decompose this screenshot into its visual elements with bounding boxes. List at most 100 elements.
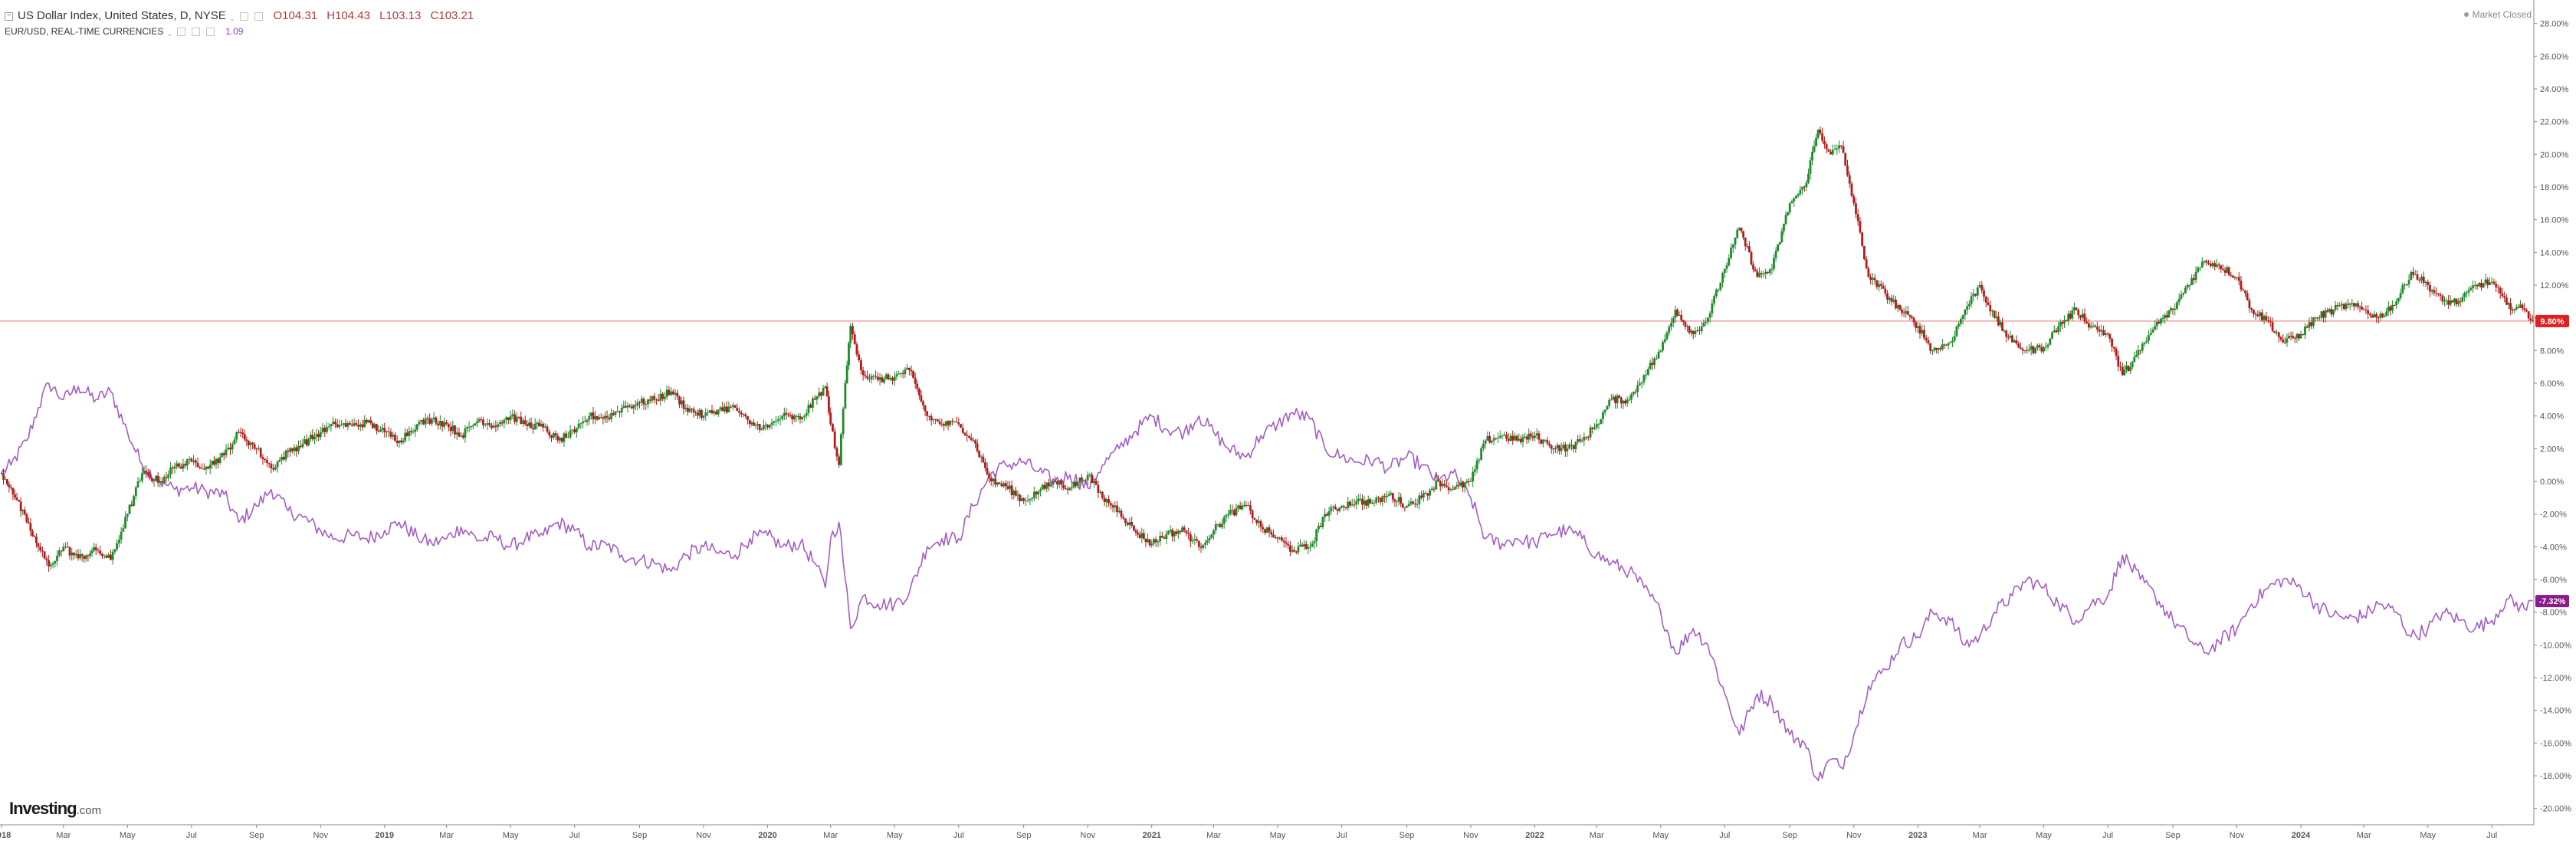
candle-body [876,376,879,380]
candle-body [1147,539,1149,543]
candle-body [1951,340,1954,343]
compare-series-title[interactable]: EUR/USD, REAL-TIME CURRENCIES [5,26,164,37]
candle-body [514,414,516,422]
candle-body [2269,320,2272,323]
candle-body [536,422,539,424]
candle-body [974,440,976,444]
candle-body [27,522,30,524]
candle-body [1031,497,1034,500]
candle-body [2420,276,2423,281]
candle-body [73,552,75,556]
candle-body [864,375,867,376]
candle-body [900,373,902,374]
candle-body [1225,515,1228,517]
candle-body [2075,307,2078,310]
candle-body [2094,325,2097,327]
y-tick-label: 22.00% [2540,118,2569,127]
candle-body [1662,342,1664,351]
candle-body [1138,534,1141,538]
candle-body [1993,310,1996,318]
candle-body [598,417,601,420]
candle-body [2326,310,2329,312]
candle-body [1578,439,1581,442]
candle-body [1902,313,1905,314]
close-box-icon[interactable] [206,27,215,36]
candle-body [290,448,294,451]
y-tick-label: 16.00% [2540,216,2569,225]
candle-body [1361,498,1363,505]
candle-body [1537,433,1541,440]
candle-body [2005,330,2008,337]
candle-body [2106,333,2109,334]
candle-body [1859,221,1862,233]
candle-body [2030,346,2033,350]
candle-body [922,401,924,405]
candle-body [1723,268,1726,274]
candle-body [2009,335,2012,338]
chevron-down-icon[interactable]: ‸ [230,11,234,21]
hide-box-icon[interactable] [192,27,201,36]
chevron-down-icon[interactable]: ‸ [168,27,172,36]
candle-body [1375,497,1378,503]
candle-body [775,421,777,422]
candle-body [2453,298,2456,303]
candle-body [1406,506,1408,508]
candle-body [1268,527,1271,532]
candle-body [2412,271,2414,275]
candle-body [162,477,166,483]
investing-logo[interactable]: Investing .com [9,799,101,819]
candle-body [1480,448,1483,460]
candle-body [1764,271,1767,274]
candle-body [2112,346,2115,349]
settings-box-icon[interactable] [177,27,186,36]
minus-box-icon[interactable]: − [5,11,13,21]
candle-body [1293,550,1296,552]
candle-body [2253,310,2255,314]
candle-body [1819,130,1822,134]
candle-body [2227,267,2230,275]
candle-body [1157,541,1160,543]
candle-body [686,408,689,412]
candle-body [930,415,933,421]
candle-body [960,424,962,428]
candle-body [1713,296,1716,304]
candle-body [1045,482,1048,489]
candle-body [824,386,827,389]
candle-body [1407,504,1410,506]
candle-body [612,413,615,415]
candle-body [1550,445,1553,449]
candle-body [940,423,943,425]
candle-body [1426,493,1429,496]
close-box-icon[interactable] [254,11,263,21]
candle-body [1012,491,1016,496]
candle-body [2040,346,2043,352]
candle-body [1175,531,1178,534]
candle-body [2351,303,2354,304]
main-series-title[interactable]: US Dollar Index, United States, D, NYSE [18,9,226,22]
settings-box-icon[interactable] [239,11,248,21]
candle-body [571,429,574,431]
candle-body [1078,478,1081,483]
candle-body [803,415,806,417]
candle-body [1912,317,1915,323]
candle-body [31,530,34,537]
candle-body [1003,483,1006,487]
candle-body [1964,310,1967,316]
candle-body [828,396,830,413]
candle-body [1453,487,1456,490]
candle-body [23,510,26,515]
candle-body [1707,317,1709,322]
candle-body [1585,436,1587,438]
candle-body [938,421,941,424]
candle-body [1540,439,1543,444]
candle-body [1848,175,1851,184]
candle-body [807,405,810,413]
candle-body [1130,522,1134,526]
main-series-legend[interactable]: − US Dollar Index, United States, D, NYS… [5,8,480,25]
compare-series-legend[interactable]: EUR/USD, REAL-TIME CURRENCIES ‸ 1.09 [5,25,480,38]
candle-body [1367,499,1370,506]
candle-body [661,393,665,399]
candle-body [1386,495,1388,497]
